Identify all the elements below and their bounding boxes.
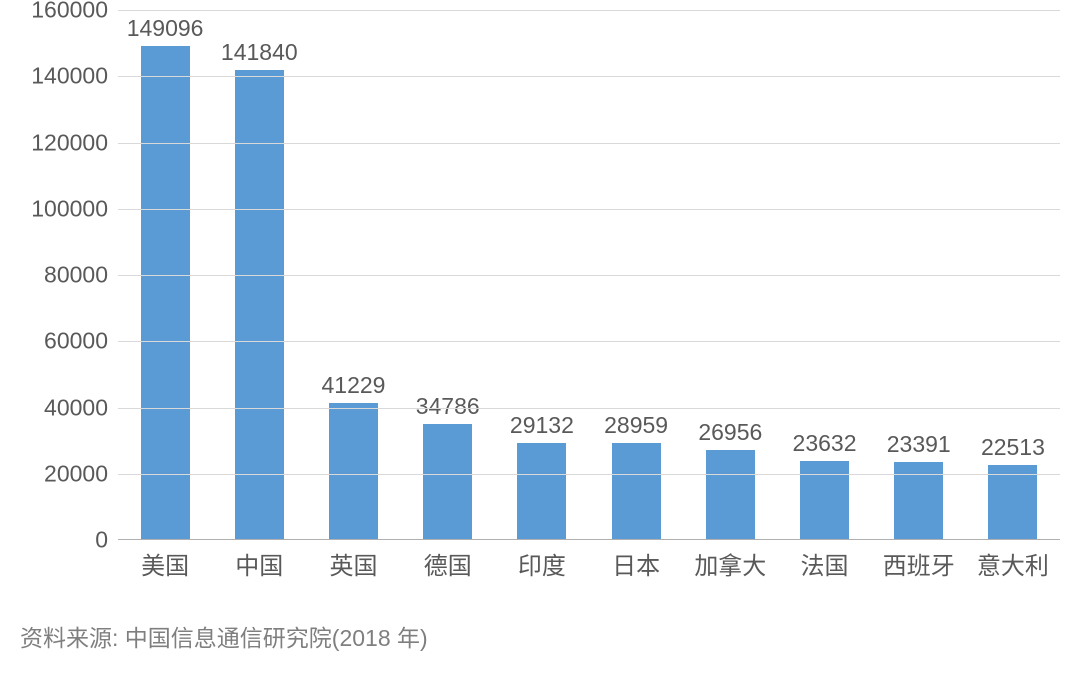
x-tick-label: 印度: [495, 546, 589, 581]
y-tick-label: 100000: [31, 195, 108, 222]
gridline: [118, 143, 1060, 144]
bar: [235, 70, 284, 539]
y-tick-label: 160000: [31, 0, 108, 24]
bar: [141, 46, 190, 539]
source-caption: 资料来源: 中国信息通信研究院(2018 年): [20, 619, 428, 653]
bar-value-label: 149096: [127, 15, 204, 42]
y-tick-label: 80000: [44, 262, 108, 289]
bar: [423, 424, 472, 539]
gridline: [118, 209, 1060, 210]
bar: [800, 461, 849, 539]
bar: [612, 443, 661, 539]
bar-value-label: 29132: [510, 412, 574, 439]
gridline: [118, 76, 1060, 77]
y-tick-label: 120000: [31, 129, 108, 156]
x-tick-label: 美国: [118, 546, 212, 581]
y-tick-label: 40000: [44, 394, 108, 421]
y-tick-label: 140000: [31, 63, 108, 90]
x-axis-labels: 美国中国英国德国印度日本加拿大法国西班牙意大利: [118, 546, 1060, 581]
gridline: [118, 341, 1060, 342]
bar: [517, 443, 566, 539]
bar-value-label: 34786: [416, 393, 480, 420]
x-tick-label: 西班牙: [872, 546, 966, 581]
x-tick-label: 德国: [401, 546, 495, 581]
bar-value-label: 23391: [887, 431, 951, 458]
plot-area: 149096 141840 41229 34786 29132 28959 26956 236…: [118, 10, 1060, 540]
gridline: [118, 474, 1060, 475]
bar: [329, 403, 378, 539]
y-tick-label: 60000: [44, 328, 108, 355]
gridline: [118, 275, 1060, 276]
bar-value-label: 41229: [322, 372, 386, 399]
x-tick-label: 日本: [589, 546, 683, 581]
bar-value-label: 26956: [698, 419, 762, 446]
y-axis: 0200004000060000800001000001200001400001…: [20, 10, 118, 540]
x-tick-label: 英国: [306, 546, 400, 581]
gridline: [118, 408, 1060, 409]
x-tick-label: 中国: [212, 546, 306, 581]
x-tick-label: 加拿大: [683, 546, 777, 581]
x-tick-label: 意大利: [966, 546, 1060, 581]
y-tick-label: 0: [95, 527, 108, 554]
bar-value-label: 28959: [604, 412, 668, 439]
x-tick-label: 法国: [777, 546, 871, 581]
bar-value-label: 23632: [793, 430, 857, 457]
bar-value-label: 22513: [981, 434, 1045, 461]
chart-container: 0 20000 40000 60000 80000 100000 120000 140000 1…: [0, 0, 1080, 681]
bar-value-label: 141840: [221, 39, 298, 66]
y-tick-label: 20000: [44, 460, 108, 487]
bar: [988, 465, 1037, 539]
bar: [706, 450, 755, 539]
gridline: [118, 10, 1060, 11]
bar-chart: 0 20000 40000 60000 80000 100000 120000 140000 1…: [20, 10, 1060, 610]
